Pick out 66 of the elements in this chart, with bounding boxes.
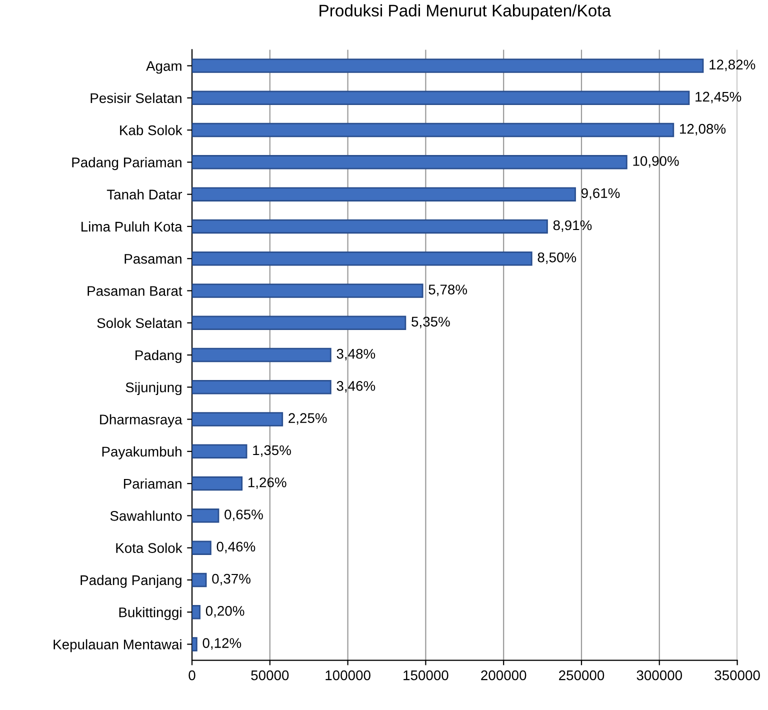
annotation: 9,61%	[581, 188, 620, 200]
y-tick-label: Tanah Datar	[106, 189, 182, 200]
annotation: 5,78%	[428, 284, 468, 296]
y-tick-label: Lima Puluh Kota	[82, 221, 182, 232]
y-tick-label: Padang Panjang	[80, 574, 182, 588]
bar	[192, 412, 284, 426]
annotation: 12,82%	[710, 60, 756, 72]
y-tick-label: Padang Pariaman	[72, 157, 182, 170]
y-tick-label: Pariaman	[124, 478, 182, 489]
y-tick-label: Padang	[136, 350, 182, 363]
x-tick-label: 50000	[251, 670, 289, 680]
y-tick-label: Payakumbuh	[102, 446, 182, 460]
annotation: 3,48%	[336, 348, 376, 360]
bar	[192, 348, 332, 362]
y-tick-label: Solok Selatan	[97, 318, 182, 328]
bar	[192, 444, 248, 459]
annotation: 1,26%	[248, 477, 286, 489]
bar	[192, 604, 200, 620]
bar	[192, 540, 212, 555]
annotation: 0,65%	[224, 510, 263, 522]
annotation: 3,46%	[336, 381, 376, 393]
bar	[192, 251, 532, 266]
annotation: 10,90%	[633, 156, 679, 168]
y-tick-label: Kab Solok	[120, 125, 182, 136]
y-tick-label: Kota Solok	[116, 542, 182, 553]
bar	[192, 637, 198, 652]
bar	[192, 380, 332, 394]
annotation: 2,25%	[288, 413, 327, 425]
chart-title: Produksi Padi Menurut Kabupaten/Kota	[320, 4, 612, 20]
y-tick-label: Kepulauan Mentawai	[54, 639, 182, 652]
x-tick-label: 250000	[559, 670, 604, 680]
y-tick-label: Bukittinggi	[119, 607, 182, 620]
y-tick-label: Dharmasraya	[100, 414, 182, 428]
bar	[192, 219, 548, 234]
x-tick-label: 0	[188, 670, 196, 680]
bar	[192, 572, 207, 588]
y-tick-label: Sawahlunto	[110, 510, 182, 521]
bar	[192, 476, 243, 491]
annotation: 8,91%	[553, 220, 592, 232]
annotation: 0,20%	[206, 606, 244, 618]
bar	[192, 508, 220, 523]
bar	[192, 122, 674, 138]
x-tick-label: 100000	[326, 670, 370, 680]
bar	[192, 316, 406, 330]
y-tick-label: Pesisir Selatan	[90, 92, 182, 104]
y-tick-label: Pasaman	[124, 254, 182, 264]
bar	[192, 284, 424, 298]
y-tick-label: Agam	[146, 61, 182, 74]
x-tick-label: 150000	[404, 670, 448, 680]
x-tick-label: 350000	[714, 670, 760, 680]
y-tick-label: Sijunjung	[126, 382, 182, 396]
annotation: 12,08%	[680, 124, 726, 136]
annotation: 12,45%	[696, 92, 742, 104]
bar	[192, 187, 576, 202]
annotation: 5,35%	[412, 316, 450, 328]
bar	[192, 58, 704, 73]
annotation: 0,12%	[202, 638, 242, 650]
x-tick-label: 200000	[481, 670, 526, 680]
y-tick-label: Pasaman Barat	[88, 286, 182, 296]
bar	[192, 90, 690, 106]
annotation: 8,50%	[538, 252, 576, 264]
x-tick-label: 300000	[636, 670, 682, 680]
annotation: 0,46%	[216, 542, 256, 554]
annotation: 0,37%	[212, 574, 250, 586]
bar	[192, 155, 628, 170]
annotation: 1,35%	[253, 445, 291, 457]
